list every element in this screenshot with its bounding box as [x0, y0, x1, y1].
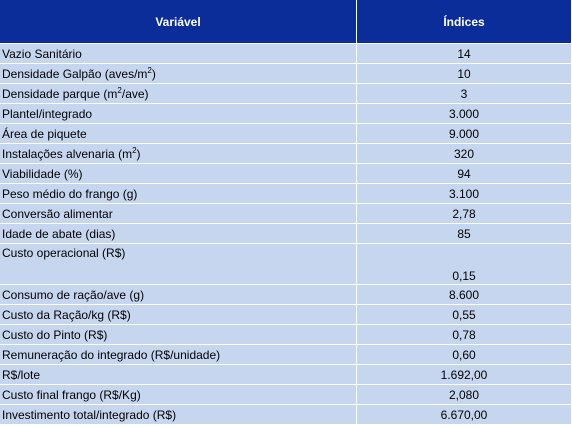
table-row: Plantel/integrado 3.000	[0, 104, 572, 124]
table-row: Custo da Ração/kg (R$) 0,55	[0, 305, 572, 325]
index-value: 0,15	[357, 244, 572, 285]
variable-name: Custo operacional (R$)	[0, 244, 357, 285]
table-row: Investimento total/integrado (R$) 6.670,…	[0, 405, 572, 425]
index-value: 0,55	[357, 305, 572, 325]
index-value: 10	[357, 64, 572, 84]
index-value: 0,78	[357, 325, 572, 345]
table-row: Custo final frango (R$/Kg) 2,080	[0, 385, 572, 405]
index-value: 2,78	[357, 204, 572, 224]
variable-name: Consumo de ração/ave (g)	[0, 285, 357, 305]
variable-name: Instalações alvenaria (m2)	[0, 144, 357, 164]
table-row: Remuneração do integrado (R$/unidade) 0,…	[0, 345, 572, 365]
index-value: 3.000	[357, 104, 572, 124]
name-text: )	[151, 66, 156, 81]
superscript: 2	[147, 65, 152, 75]
index-value: 3.100	[357, 184, 572, 204]
variable-name: Vazio Sanitário	[0, 44, 357, 64]
variable-name: Custo do Pinto (R$)	[0, 325, 357, 345]
table-row: Densidade parque (m2/ave) 3	[0, 84, 572, 104]
table-row: Peso médio do frango (g) 3.100	[0, 184, 572, 204]
table-row: Conversão alimentar 2,78	[0, 204, 572, 224]
table-row: Custo operacional (R$) 0,15	[0, 244, 572, 285]
variable-name: Idade de abate (dias)	[0, 224, 357, 244]
variable-name: Peso médio do frango (g)	[0, 184, 357, 204]
index-value: 320	[357, 144, 572, 164]
index-value: 0,60	[357, 345, 572, 365]
superscript: 2	[117, 85, 122, 95]
column-header-index: Índices	[357, 0, 572, 44]
index-value: 85	[357, 224, 572, 244]
variable-name: Investimento total/integrado (R$)	[0, 405, 357, 425]
table-row: Instalações alvenaria (m2) 320	[0, 144, 572, 164]
variable-name: Área de piquete	[0, 124, 357, 144]
name-text: Instalações alvenaria (m	[2, 146, 133, 161]
table-row: Densidade Galpão (aves/m2) 10	[0, 64, 572, 84]
variable-name: Remuneração do integrado (R$/unidade)	[0, 345, 357, 365]
header-row: Variável Índices	[0, 0, 572, 44]
superscript: 2	[132, 145, 137, 155]
index-value: 8.600	[357, 285, 572, 305]
name-text: )	[136, 146, 141, 161]
index-value: 2,080	[357, 385, 572, 405]
variable-name: Custo da Ração/kg (R$)	[0, 305, 357, 325]
column-header-variable: Variável	[0, 0, 357, 44]
table-row: R$/lote 1.692,00	[0, 365, 572, 385]
name-text: /ave)	[121, 86, 149, 101]
table-row: Idade de abate (dias) 85	[0, 224, 572, 244]
table-row: Custo do Pinto (R$) 0,78	[0, 325, 572, 345]
variable-name: R$/lote	[0, 365, 357, 385]
table-row: Consumo de ração/ave (g) 8.600	[0, 285, 572, 305]
variable-name: Densidade parque (m2/ave)	[0, 84, 357, 104]
name-text: Densidade parque (m	[2, 86, 118, 101]
variable-name: Custo final frango (R$/Kg)	[0, 385, 357, 405]
variable-name: Plantel/integrado	[0, 104, 357, 124]
index-value: 14	[357, 44, 572, 64]
variable-name: Densidade Galpão (aves/m2)	[0, 64, 357, 84]
index-value: 3	[357, 84, 572, 104]
variable-name: Viabilidade (%)	[0, 164, 357, 184]
table-row: Viabilidade (%) 94	[0, 164, 572, 184]
variable-name: Conversão alimentar	[0, 204, 357, 224]
table-row: Vazio Sanitário 14	[0, 44, 572, 64]
index-value: 1.692,00	[357, 365, 572, 385]
name-text: Densidade Galpão (aves/m	[2, 66, 148, 81]
index-value: 6.670,00	[357, 405, 572, 425]
table-row: Área de piquete 9.000	[0, 124, 572, 144]
index-value: 94	[357, 164, 572, 184]
index-value: 9.000	[357, 124, 572, 144]
